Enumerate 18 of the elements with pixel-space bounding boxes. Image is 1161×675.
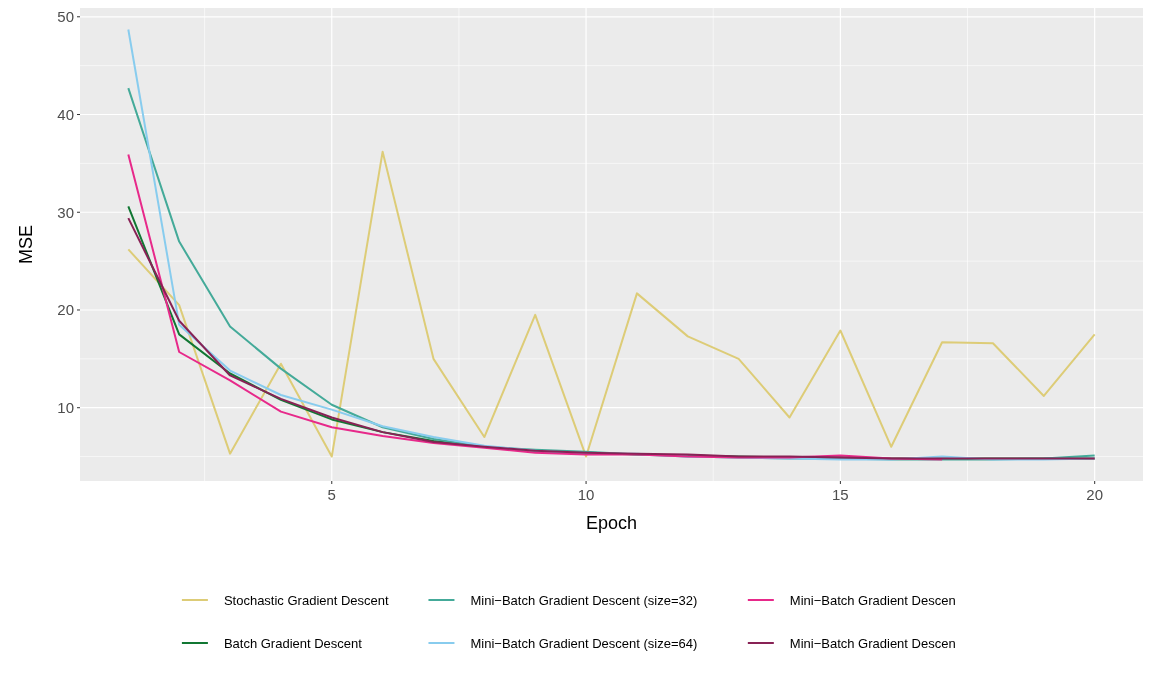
legend-label: Mini−Batch Gradient Descen (789, 635, 956, 651)
legend-label: Batch Gradient Descent (223, 635, 363, 651)
legend-label: Mini−Batch Gradient Descen (789, 592, 956, 608)
x-tick-label: 5 (327, 486, 336, 503)
y-tick-label: 20 (57, 301, 74, 319)
y-axis-title: MSE (16, 224, 36, 265)
legend-label: Mini−Batch Gradient Descent (size=32) (470, 592, 698, 608)
legend-label: Stochastic Gradient Descent (223, 592, 390, 608)
y-tick-label: 10 (57, 398, 74, 416)
x-axis-title: Epoch (585, 513, 638, 533)
line-series (127, 150, 1096, 458)
x-tick-label: 10 (577, 486, 595, 503)
y-tick-label: 40 (57, 105, 74, 123)
x-tick-label: 20 (1086, 486, 1104, 503)
y-tick-label: 30 (57, 203, 74, 221)
legend-label: Mini−Batch Gradient Descent (size=64) (470, 635, 698, 651)
y-tick-label: 50 (57, 8, 74, 26)
x-tick-label: 15 (832, 486, 849, 503)
